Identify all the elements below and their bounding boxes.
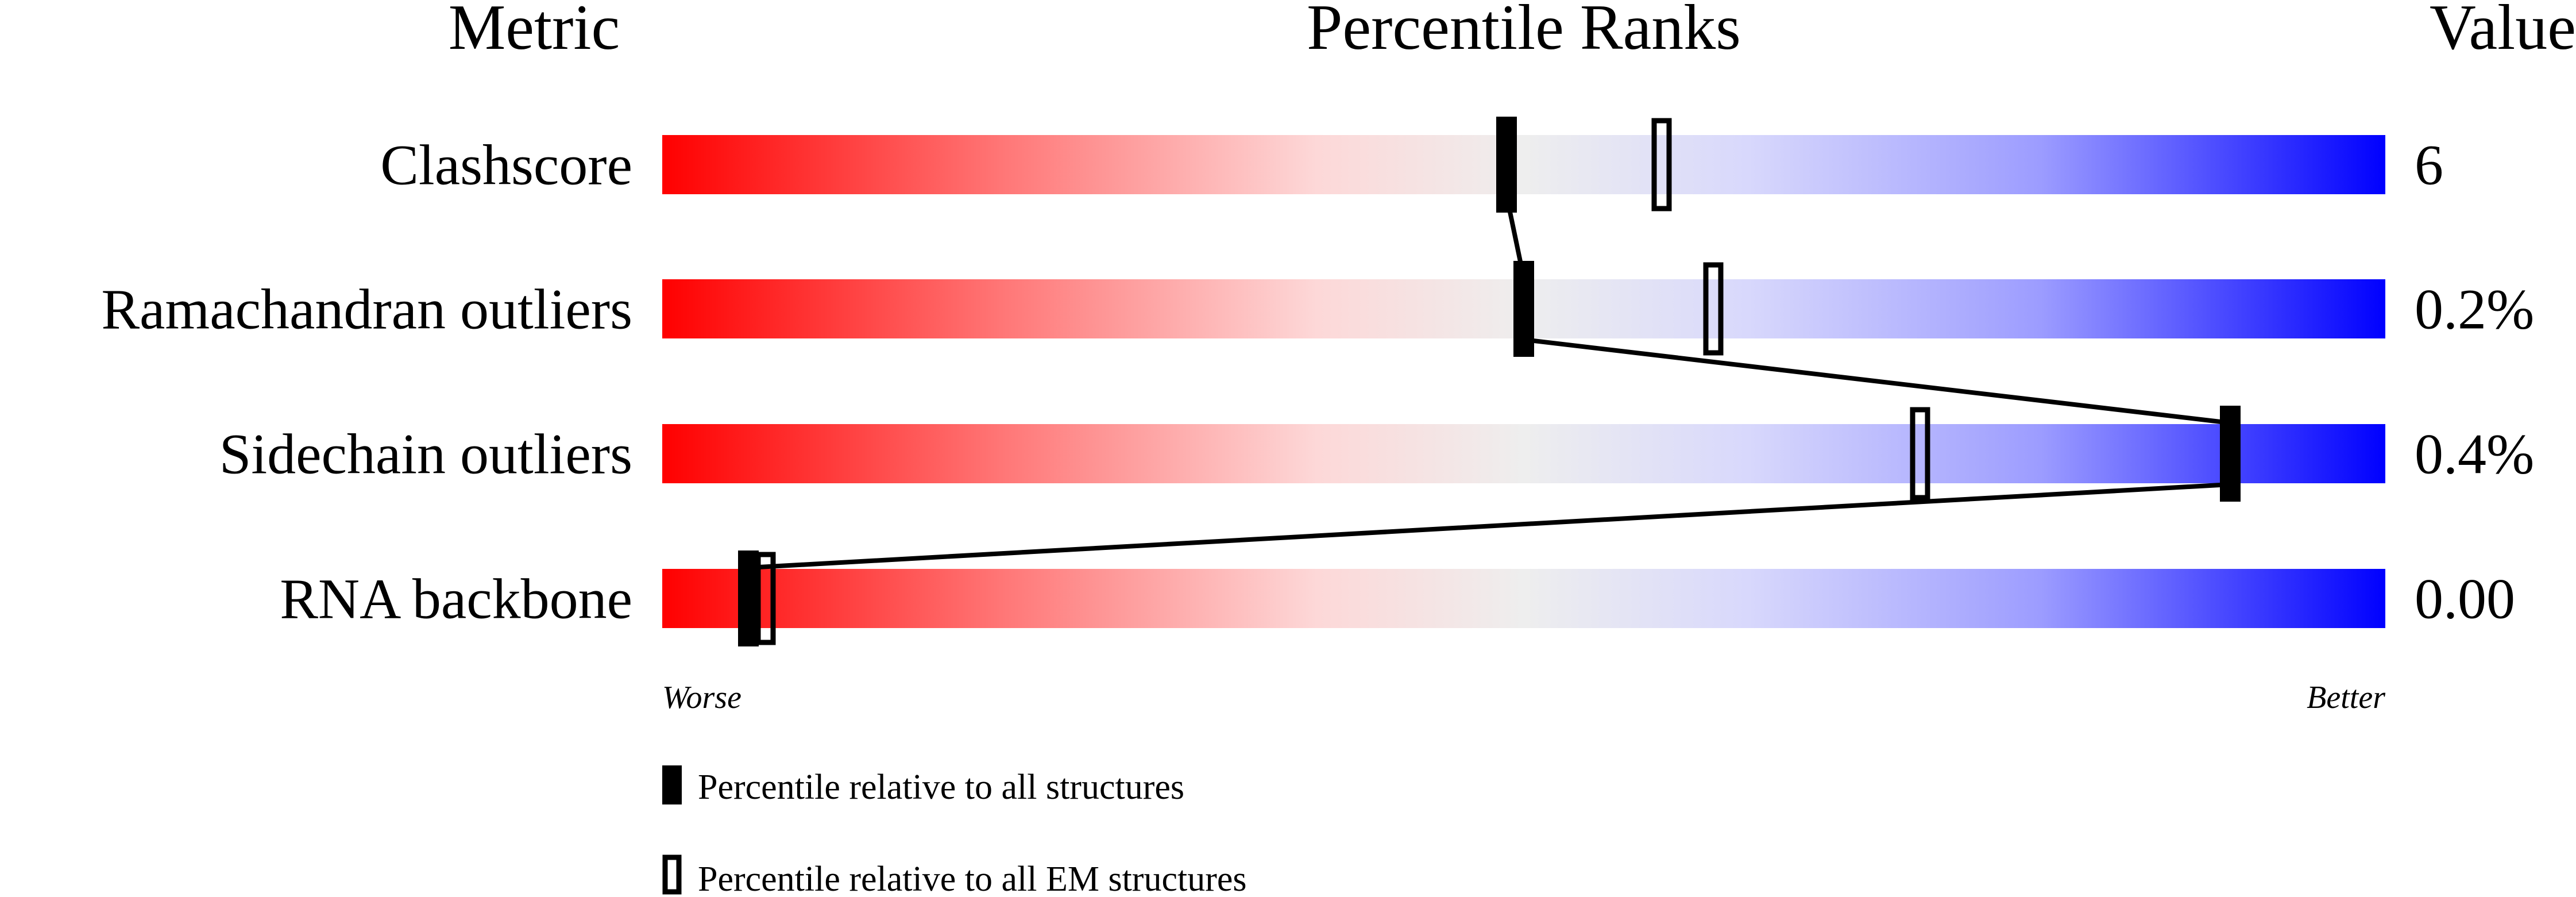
legend-em-structures: Percentile relative to all EM structures <box>698 860 1247 897</box>
header-percentile-ranks: Percentile Ranks <box>1307 0 1741 63</box>
metric-value: 0.2% <box>2415 278 2534 341</box>
legend-open-marker <box>662 854 682 895</box>
percentile-bar <box>662 135 2385 194</box>
axis-worse-label: Worse <box>662 680 741 715</box>
metric-label: Clashscore <box>380 133 632 197</box>
connector-line <box>1504 195 1526 279</box>
axis-better-label: Better <box>2307 680 2385 715</box>
percentile-bar <box>662 569 2385 628</box>
metric-label: Ramachandran outliers <box>101 278 632 341</box>
all-percentile-marker <box>738 550 759 646</box>
legend-filled-marker <box>662 765 682 804</box>
connector-line <box>748 482 2231 570</box>
metric-value: 0.00 <box>2415 567 2515 631</box>
legend-all-structures: Percentile relative to all structures <box>698 768 1184 807</box>
em-percentile-marker <box>1910 407 1930 501</box>
metric-label: RNA backbone <box>280 567 632 631</box>
connector-line <box>1523 337 2231 425</box>
em-percentile-marker <box>1703 262 1724 356</box>
percentile-bar <box>662 424 2385 483</box>
header-value: Value <box>2430 0 2576 63</box>
header-metric: Metric <box>449 0 620 63</box>
metric-value: 0.4% <box>2415 422 2534 486</box>
metric-label: Sidechain outliers <box>219 422 632 486</box>
metric-value: 6 <box>2415 133 2443 197</box>
em-percentile-marker <box>1651 118 1672 211</box>
